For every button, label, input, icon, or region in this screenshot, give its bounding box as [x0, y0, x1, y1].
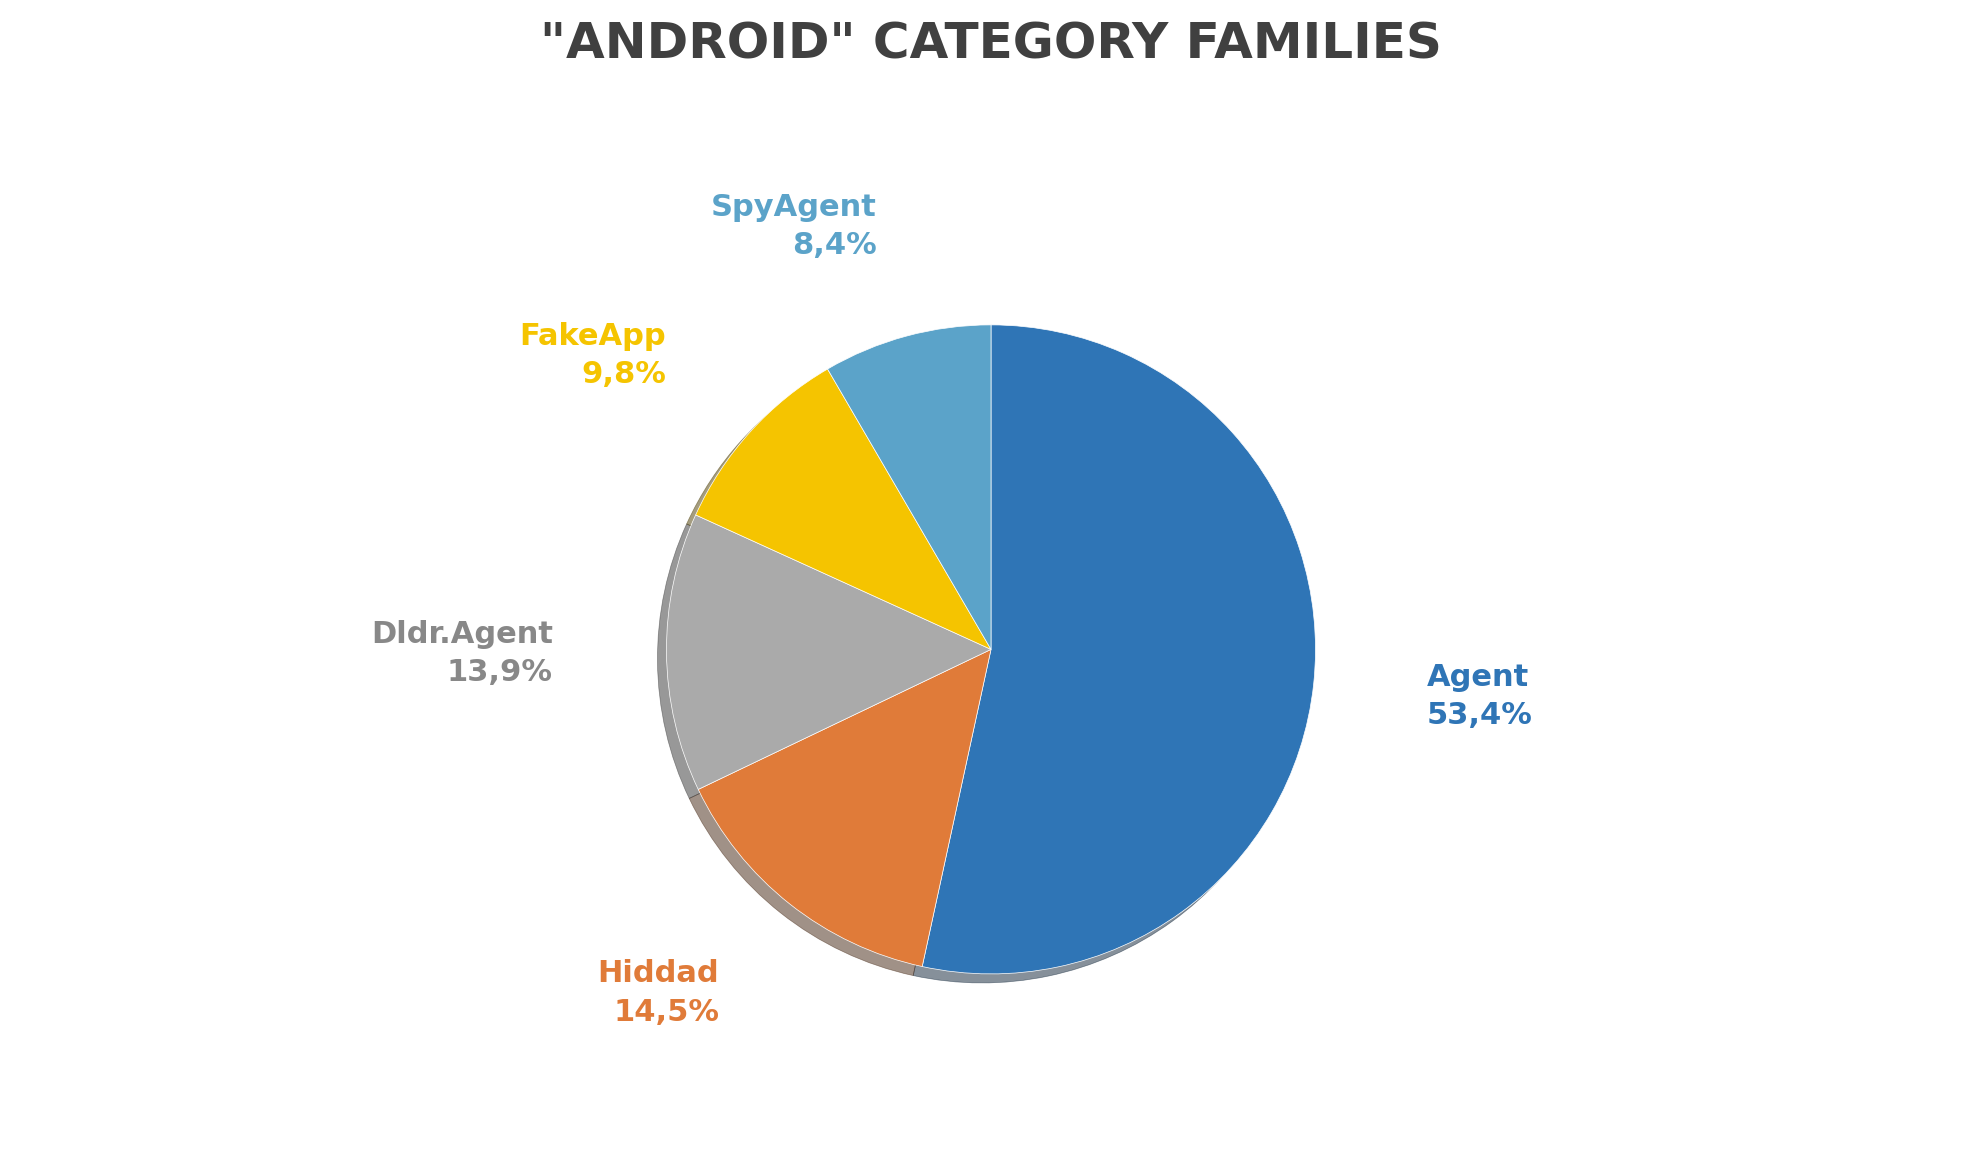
- Text: SpyAgent
8,4%: SpyAgent 8,4%: [712, 193, 876, 260]
- Text: Agent
53,4%: Agent 53,4%: [1427, 663, 1532, 730]
- Text: Hiddad
14,5%: Hiddad 14,5%: [599, 959, 719, 1026]
- Title: "ANDROID" CATEGORY FAMILIES: "ANDROID" CATEGORY FAMILIES: [539, 21, 1443, 68]
- Wedge shape: [828, 325, 991, 649]
- Text: Dldr.Agent
13,9%: Dldr.Agent 13,9%: [371, 620, 553, 687]
- Wedge shape: [922, 325, 1316, 974]
- Wedge shape: [698, 649, 991, 966]
- Text: FakeApp
9,8%: FakeApp 9,8%: [519, 322, 666, 389]
- Wedge shape: [696, 369, 991, 649]
- Wedge shape: [666, 515, 991, 789]
